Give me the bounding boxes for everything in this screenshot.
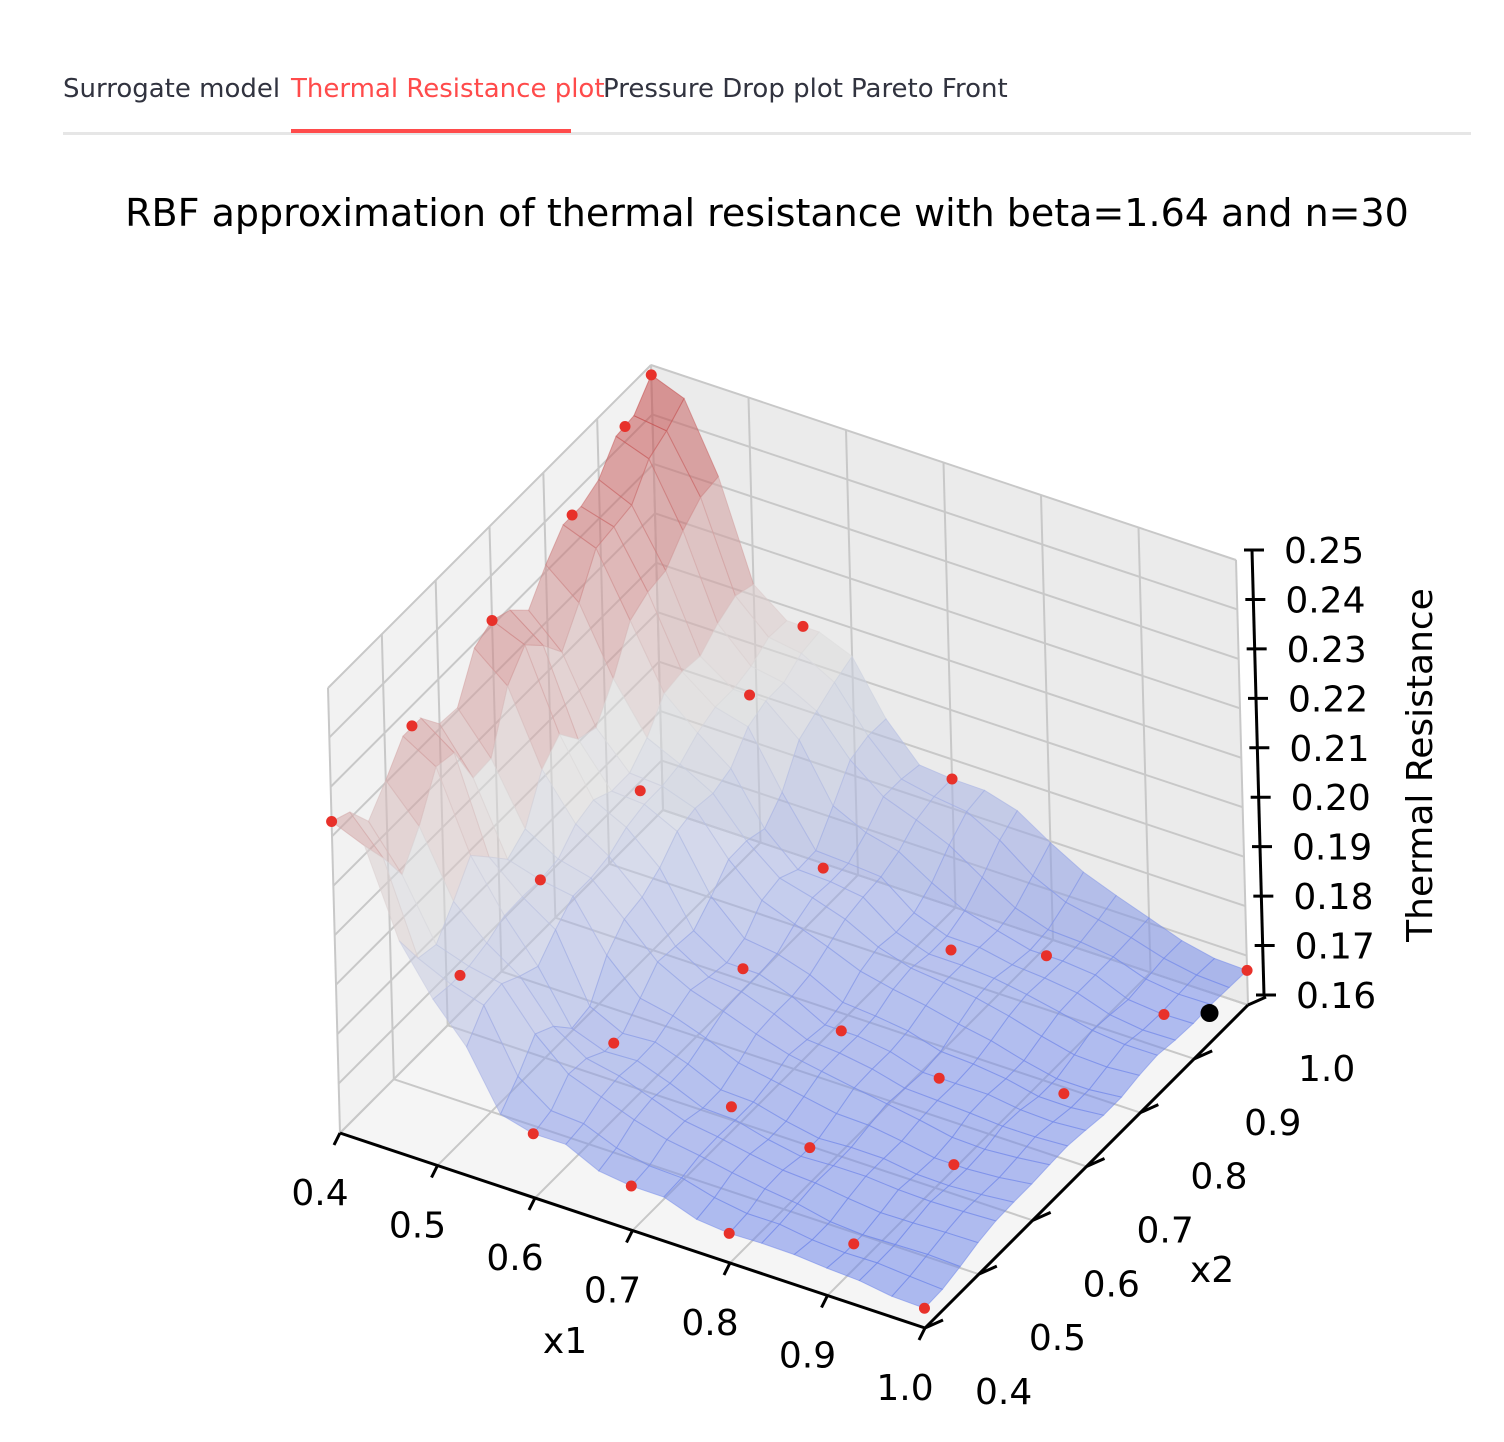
z-tick-label: 0.19 bbox=[1292, 828, 1372, 869]
sample-point bbox=[625, 1180, 637, 1192]
sample-point bbox=[634, 785, 646, 797]
z-axis-line bbox=[1250, 549, 1266, 996]
z-tick-label: 0.20 bbox=[1291, 778, 1371, 819]
x1-tick bbox=[820, 1294, 829, 1309]
sample-point bbox=[946, 773, 958, 785]
tab-pareto-front[interactable]: Pareto Front bbox=[851, 74, 1008, 104]
z-tick-labels: 0.16 0.17 0.18 0.19 0.20 0.21 0.22 0.23 0.24 0.25 bbox=[1244, 531, 1376, 1017]
thermal-resistance-3d-chart: RBF approximation of thermal resistance … bbox=[125, 191, 1441, 1413]
gridline-x1-back bbox=[1235, 559, 1249, 1006]
x1-tick bbox=[527, 1197, 537, 1211]
sample-point bbox=[619, 421, 631, 433]
gridline-z-back bbox=[653, 462, 1239, 660]
x2-tick bbox=[1085, 1157, 1106, 1168]
sample-point bbox=[645, 369, 657, 381]
sample-point bbox=[797, 620, 809, 632]
z-tick-label: 0.23 bbox=[1287, 630, 1367, 671]
x1-tick-labels: 0.4 0.5 0.6 0.7 0.8 0.9 1.0 bbox=[291, 1132, 934, 1409]
sample-point bbox=[848, 1238, 860, 1250]
sample-point bbox=[804, 1142, 816, 1154]
x2-tick-label: 0.9 bbox=[1244, 1103, 1301, 1144]
sample-point bbox=[1158, 1008, 1170, 1020]
x2-tick-label: 0.5 bbox=[1029, 1318, 1086, 1359]
sample-point bbox=[918, 1302, 930, 1314]
z-tick-label: 0.16 bbox=[1296, 976, 1376, 1017]
sample-point bbox=[945, 944, 957, 956]
tab-pressure-drop-plot[interactable]: Pressure Drop plot bbox=[603, 74, 843, 104]
rbf-surface bbox=[330, 374, 1249, 1309]
z-tick-label: 0.22 bbox=[1288, 679, 1368, 720]
x2-tick-label: 0.7 bbox=[1137, 1211, 1194, 1252]
gridline-z-left bbox=[327, 364, 652, 689]
z-axis-label: Thermal Resistance bbox=[1400, 588, 1441, 943]
x1-tick bbox=[722, 1262, 732, 1276]
x2-tick-label: 0.8 bbox=[1190, 1157, 1247, 1198]
x1-axis-label: x1 bbox=[543, 1321, 587, 1362]
x2-tick bbox=[1247, 995, 1267, 1007]
surface-patch bbox=[891, 1275, 944, 1309]
best-point bbox=[1200, 1004, 1219, 1023]
x1-tick-label: 0.9 bbox=[779, 1336, 836, 1377]
x1-tick-label: 0.6 bbox=[486, 1238, 543, 1279]
x2-tick-label: 0.4 bbox=[975, 1372, 1032, 1413]
x2-tick bbox=[1193, 1049, 1213, 1061]
sample-point bbox=[454, 969, 466, 981]
gridline-z-back bbox=[652, 413, 1238, 611]
tab-thermal-resistance-plot[interactable]: Thermal Resistance plot bbox=[291, 74, 605, 104]
x1-tick bbox=[430, 1164, 439, 1179]
x2-tick-label: 0.6 bbox=[1083, 1264, 1140, 1305]
x2-tick bbox=[924, 1318, 944, 1330]
z-tick-label: 0.21 bbox=[1289, 729, 1369, 770]
z-tick-label: 0.18 bbox=[1293, 877, 1373, 918]
sample-point bbox=[723, 1227, 735, 1239]
tab-surrogate-model[interactable]: Surrogate model bbox=[63, 74, 281, 104]
x2-tick-label: 1.0 bbox=[1298, 1049, 1355, 1090]
sample-point bbox=[1241, 964, 1253, 976]
z-tick-label: 0.17 bbox=[1295, 927, 1375, 968]
sample-point bbox=[1040, 950, 1052, 962]
x1-tick bbox=[625, 1229, 634, 1244]
sample-point bbox=[948, 1159, 960, 1171]
sample-point bbox=[725, 1101, 737, 1113]
x1-tick bbox=[332, 1132, 342, 1146]
sample-point bbox=[737, 963, 749, 975]
sample-point bbox=[406, 720, 418, 732]
sample-point bbox=[817, 862, 829, 874]
sample-point bbox=[566, 509, 578, 521]
gridline-z-back bbox=[650, 364, 1237, 561]
gridline-x1-back bbox=[1137, 527, 1152, 973]
sample-point bbox=[1058, 1088, 1070, 1100]
sample-point bbox=[486, 614, 498, 626]
gridline-z-back bbox=[654, 512, 1241, 710]
x1-tick-label: 0.8 bbox=[681, 1303, 738, 1344]
x2-tick bbox=[1139, 1103, 1159, 1115]
sample-point bbox=[326, 816, 338, 827]
sample-point bbox=[744, 689, 756, 701]
x2-tick-labels: 0.4 0.5 0.6 0.7 0.8 0.9 1.0 bbox=[924, 995, 1355, 1413]
sample-point bbox=[835, 1025, 847, 1037]
sample-point bbox=[534, 874, 546, 886]
x1-tick bbox=[917, 1327, 927, 1341]
gridline-x2-left bbox=[327, 687, 341, 1134]
x1-tick-label: 0.7 bbox=[584, 1271, 641, 1312]
sample-point bbox=[527, 1128, 539, 1140]
x2-tick bbox=[1032, 1210, 1052, 1222]
x1-tick-label: 0.5 bbox=[389, 1206, 446, 1247]
x1-tick-label: 0.4 bbox=[291, 1173, 348, 1214]
tab-bar: Surrogate model Thermal Resistance plot … bbox=[63, 64, 1471, 135]
sample-points bbox=[326, 369, 1253, 1314]
active-tab-indicator bbox=[291, 129, 571, 133]
sample-point bbox=[608, 1037, 620, 1049]
sample-point bbox=[933, 1072, 945, 1084]
chart-title: RBF approximation of thermal resistance … bbox=[125, 191, 1409, 235]
z-tick-label: 0.25 bbox=[1284, 531, 1364, 572]
x2-tick bbox=[978, 1264, 998, 1276]
x1-tick-label: 1.0 bbox=[876, 1368, 933, 1409]
x2-axis-label: x2 bbox=[1190, 1250, 1234, 1291]
gridline-z-left bbox=[328, 413, 654, 739]
z-tick-label: 0.24 bbox=[1285, 580, 1365, 621]
